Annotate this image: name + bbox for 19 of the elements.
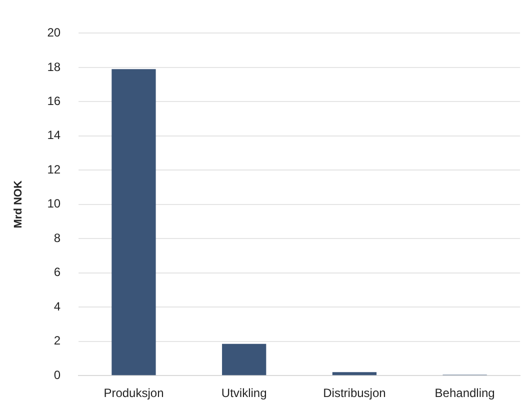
x-tick-label: Behandling bbox=[434, 386, 495, 400]
x-tick-label: Produksjon bbox=[104, 386, 164, 400]
y-tick-label: 0 bbox=[54, 368, 61, 382]
x-tick-label: Utvikling bbox=[221, 386, 267, 400]
y-tick-label: 10 bbox=[47, 196, 61, 211]
x-tick-label: Distribusjon bbox=[323, 386, 386, 400]
bar bbox=[332, 372, 377, 376]
y-tick-label: 20 bbox=[47, 26, 61, 40]
y-tick-label: 14 bbox=[47, 128, 61, 142]
y-tick-label: 12 bbox=[47, 162, 61, 176]
y-tick-label: 8 bbox=[54, 230, 61, 245]
bar bbox=[112, 69, 156, 376]
y-tick-label: 4 bbox=[54, 299, 61, 314]
y-axis-title: Mrd NOK bbox=[12, 180, 25, 228]
y-tick-label: 2 bbox=[54, 334, 61, 348]
bar bbox=[222, 344, 266, 376]
y-tick-label: 6 bbox=[54, 265, 61, 280]
y-tick-label: 18 bbox=[47, 60, 61, 74]
y-tick-label: 16 bbox=[47, 94, 61, 108]
